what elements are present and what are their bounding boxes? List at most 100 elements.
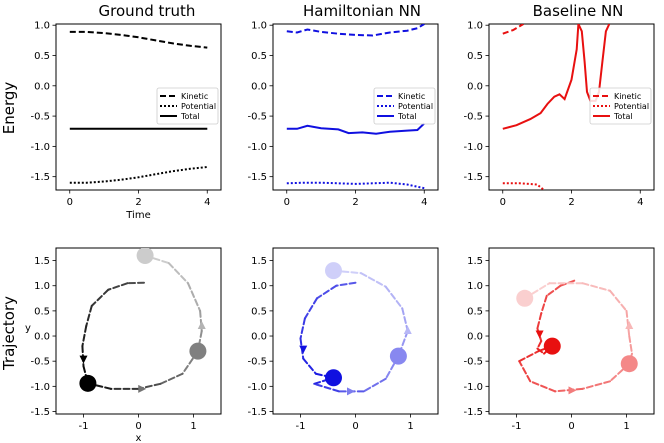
series-kinetic-line: [69, 30, 208, 49]
x-tick-label: 0: [284, 197, 290, 208]
y-tick-label: -1.5: [247, 172, 267, 183]
trajectory-segment: [581, 282, 611, 292]
trajectory-segment: [126, 281, 145, 285]
y-tick-label: -0.5: [30, 112, 50, 123]
trajectory-arrow: [568, 386, 577, 395]
y-tick-label: 0.5: [251, 306, 267, 317]
y-tick-label: 1.5: [34, 256, 50, 267]
panel-trajectory-truth: -1 0 1 1.5 1.0 0.5 0.0 -0.5 -1.0 -1.5 x y: [25, 247, 222, 443]
panels: 0 2 41.00.50.0-0.5-1.0-1.5TimeKineticPoten…: [25, 21, 655, 443]
y-tick-label: 0.0: [251, 332, 267, 343]
x-tick-label: 0: [352, 421, 358, 432]
trajectory-marker: [516, 289, 534, 307]
x-tick-label: 2: [135, 197, 141, 208]
y-tick-label: 0.5: [34, 51, 50, 62]
x-tick-label: -1: [512, 421, 522, 432]
plot-marks: [299, 262, 412, 396]
trajectory-segment: [199, 309, 203, 332]
trajectory-segment: [545, 284, 562, 297]
trajectory-marker: [389, 347, 407, 365]
y-tick-label: 1.0: [34, 21, 50, 32]
x-tick-label: 4: [204, 197, 210, 208]
y-tick-label: -1.5: [463, 407, 483, 418]
y-tick-label: 0.0: [251, 81, 267, 92]
x-tick-label: 0: [568, 421, 574, 432]
plot-marks: [69, 30, 208, 184]
row-label-trajectory: Trajectory: [0, 296, 18, 371]
plot-marks: [516, 279, 638, 395]
x-tick-label: 4: [421, 197, 427, 208]
x-tick-label: 4: [637, 197, 643, 208]
trajectory-segment: [81, 324, 88, 348]
trajectory-segment: [628, 335, 633, 355]
x-tick-label: 1: [190, 421, 196, 432]
trajectory-segment: [167, 262, 189, 285]
x-tick-label: -1: [296, 421, 306, 432]
y-tick-label: -1.5: [30, 407, 50, 418]
y-tick-label: -1.5: [247, 407, 267, 418]
trajectory-arrow: [299, 345, 308, 354]
y-tick-label: 1.0: [251, 21, 267, 32]
y-tick-label: 0.0: [467, 332, 483, 343]
y-tick-label: -1.0: [463, 382, 483, 393]
trajectory-segment: [303, 297, 318, 320]
x-tick-label: -1: [79, 421, 89, 432]
trajectory-segment: [159, 372, 184, 385]
trajectory-arrow: [403, 326, 412, 334]
y-tick-label: 1.0: [467, 281, 483, 292]
series-potential-line: [286, 181, 425, 190]
series-total-line: [286, 122, 425, 135]
y-tick-label: 1.0: [251, 281, 267, 292]
trajectory-marker: [543, 337, 561, 355]
trajectory-segment: [313, 376, 335, 385]
y-tick-label: 0.5: [251, 51, 267, 62]
trajectory-segment: [518, 350, 540, 363]
series-kinetic-line: [502, 24, 524, 35]
trajectory-arrow: [138, 384, 147, 393]
x-tick-label: 0: [67, 197, 73, 208]
y-tick-label: -0.5: [247, 357, 267, 368]
trajectory-arrow: [535, 330, 544, 339]
x-tick-label: 2: [568, 197, 574, 208]
trajectory-segment: [609, 289, 628, 312]
legend-label-total: Total: [397, 112, 417, 121]
trajectory-segment: [581, 380, 611, 390]
series-potential-line: [69, 166, 208, 184]
legend-label-kinetic: Kinetic: [181, 92, 208, 101]
x-tick-label: 2: [352, 197, 358, 208]
trajectory-marker: [136, 248, 154, 265]
x-tick-label: 0: [500, 197, 506, 208]
trajectory-segment: [302, 357, 317, 375]
legend-label-potential: Potential: [398, 102, 433, 111]
y-tick-label: 1.0: [34, 281, 50, 292]
column-title-ground-truth: Ground truth: [99, 2, 196, 20]
trajectory-segment: [529, 380, 556, 393]
trajectory-marker: [79, 374, 97, 392]
y-tick-label: 0.0: [34, 81, 50, 92]
trajectory-segment: [299, 317, 306, 340]
y-axis-label: y: [25, 323, 31, 334]
legend-label-potential: Potential: [614, 102, 649, 111]
panel-energy-truth: 0 2 4 1.0 0.5 0.0 -0.5 -1.0 -1.5 Time KineticPoten…: [30, 21, 222, 221]
trajectory-segment: [518, 360, 532, 383]
trajectory-marker: [325, 262, 342, 280]
y-tick-label: -1.5: [463, 172, 483, 183]
panel-energy-baseline: 0 2 4 1.0 0.5 0.0 -0.5 -1.0 -1.5 KineticPotential…: [463, 21, 655, 208]
trajectory-segment: [360, 272, 387, 288]
plot-marks: [286, 24, 425, 190]
trajectory-segment: [107, 282, 129, 291]
row-label-energy: Energy: [0, 82, 18, 135]
x-tick-label: 0: [135, 421, 141, 432]
x-tick-label: 1: [623, 421, 629, 432]
trajectory-segment: [384, 285, 404, 310]
x-axis-label: Time: [125, 210, 150, 221]
trajectory-segment: [536, 312, 543, 330]
column-title-baseline-nn: Baseline NN: [533, 2, 624, 20]
y-tick-label: -1.0: [30, 382, 50, 393]
trajectory-segment: [559, 279, 576, 287]
y-tick-label: -1.5: [30, 172, 50, 183]
trajectory-segment: [625, 309, 631, 338]
y-tick-label: -0.5: [30, 357, 50, 368]
